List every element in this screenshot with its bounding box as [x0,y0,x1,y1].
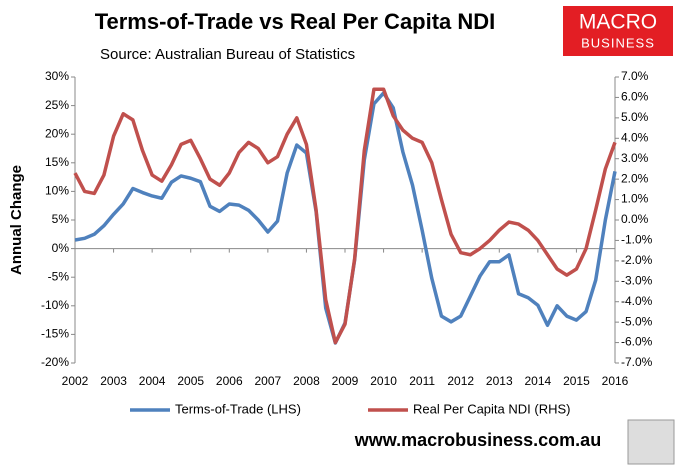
y-tick-label: -15% [41,327,69,341]
y-tick-label: -5% [48,269,70,283]
y2-tick-label: 0.0% [621,212,649,226]
y-tick-label: 25% [45,98,69,112]
y2-tick-label: -3.0% [621,273,653,287]
chart-title: Terms-of-Trade vs Real Per Capita NDI [95,9,496,34]
legend-label: Terms-of-Trade (LHS) [175,401,301,416]
x-tick-label: 2014 [525,374,552,388]
y2-tick-label: 7.0% [621,69,649,83]
y2-tick-label: -7.0% [621,355,653,369]
y2-tick-label: 5.0% [621,110,649,124]
y2-tick-label: 6.0% [621,90,649,104]
y2-tick-label: 3.0% [621,151,649,165]
y-tick-label: 15% [45,155,69,169]
x-tick-label: 2003 [100,374,127,388]
y-tick-label: 30% [45,69,69,83]
y2-tick-label: -6.0% [621,335,653,349]
x-tick-label: 2002 [62,374,89,388]
y-tick-label: 0% [52,241,70,255]
logo-icon [627,419,675,465]
logo-box [563,6,673,56]
x-tick-label: 2006 [216,374,243,388]
x-tick-label: 2008 [293,374,320,388]
y-tick-label: 20% [45,126,69,140]
x-tick-label: 2010 [370,374,397,388]
y2-tick-label: 2.0% [621,171,649,185]
y-axis-label: Annual Change [8,165,25,275]
y-tick-label: -10% [41,298,69,312]
y2-tick-label: -4.0% [621,294,653,308]
series-line [74,91,617,345]
x-tick-label: 2005 [177,374,204,388]
y2-tick-label: -2.0% [621,253,653,267]
y-tick-label: 10% [45,184,69,198]
y-tick-label: 5% [52,212,70,226]
y2-tick-label: -1.0% [621,233,653,247]
legend-label: Real Per Capita NDI (RHS) [413,401,571,416]
x-tick-label: 2013 [486,374,513,388]
y2-tick-label: -5.0% [621,314,653,328]
logo-text: BUSINESS [581,35,655,50]
chart-subtitle: Source: Australian Bureau of Statistics [100,46,355,63]
x-tick-label: 2015 [563,374,590,388]
series-line [73,87,617,345]
x-tick-label: 2009 [332,374,359,388]
x-tick-label: 2016 [602,374,629,388]
footer: www.macrobusiness.com.au [354,430,601,450]
y2-tick-label: 4.0% [621,130,649,144]
x-tick-label: 2012 [447,374,474,388]
y2-tick-label: 1.0% [621,192,649,206]
y-tick-label: -20% [41,355,69,369]
logo-text: MACRO [579,11,657,34]
x-tick-label: 2004 [139,374,166,388]
x-tick-label: 2007 [255,374,282,388]
x-tick-label: 2011 [409,374,435,388]
